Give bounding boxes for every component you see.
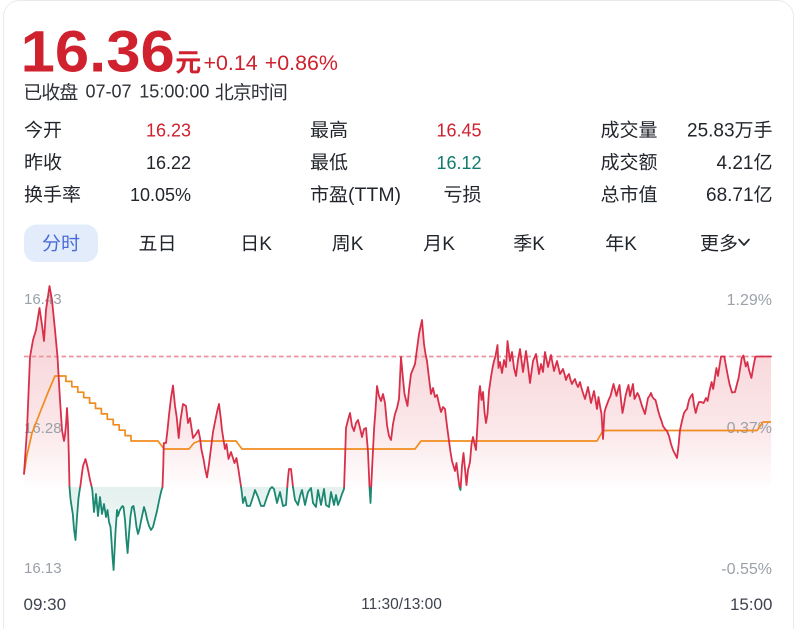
svg-text:11:30/13:00: 11:30/13:00 [361,596,442,613]
svg-text:10.05%: 10.05% [130,185,191,205]
svg-text:16.22: 16.22 [146,153,191,173]
svg-text:15:00:00: 15:00:00 [139,81,209,101]
svg-text:(TTM): (TTM) [348,184,401,206]
svg-text:+0.86%: +0.86% [265,51,338,75]
svg-text:16.12: 16.12 [436,153,481,173]
svg-text:1.29%: 1.29% [727,292,772,309]
svg-text:4.21: 4.21 [717,153,754,174]
svg-text:K: K [259,234,272,255]
svg-text:-0.55%: -0.55% [721,561,772,578]
svg-text:K: K [624,234,637,255]
svg-text:K: K [442,234,455,255]
svg-text:16.28: 16.28 [24,420,62,437]
svg-text:07-07: 07-07 [86,81,132,101]
svg-text:K: K [532,234,545,255]
svg-text:K: K [351,234,364,255]
svg-text:16.23: 16.23 [146,121,191,141]
svg-text:09:30: 09:30 [24,595,67,614]
svg-text:16.36: 16.36 [21,19,175,84]
svg-text:+0.14: +0.14 [204,51,258,75]
svg-text:15:00: 15:00 [730,595,773,614]
svg-text:16.45: 16.45 [436,121,481,141]
svg-text:16.13: 16.13 [24,560,62,577]
svg-text:16.43: 16.43 [24,291,62,308]
svg-text:68.71: 68.71 [706,185,754,206]
svg-text:25.83: 25.83 [687,121,735,142]
